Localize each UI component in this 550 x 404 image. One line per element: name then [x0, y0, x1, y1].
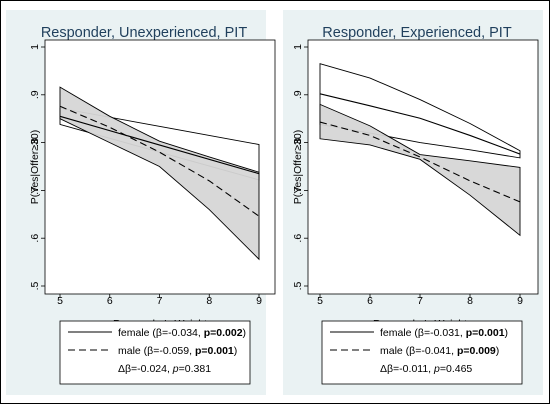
x-tick-label: 6 — [367, 295, 373, 307]
panel-left-x-ticks: 5 6 7 8 9 — [57, 294, 262, 307]
panel-right-ci-layer — [319, 63, 521, 237]
x-tick-label: 7 — [157, 295, 163, 307]
x-tick-label: 5 — [317, 295, 323, 307]
legend-entry: female (β=-0.034, p=0.002) — [118, 327, 246, 339]
panel-left-y-ticks: 1 .9 .8 .7 .6 .5 — [29, 44, 45, 290]
panel-right-x-ticks: 5 6 7 8 9 — [317, 294, 523, 307]
legend-suffix: =0.465 — [440, 363, 473, 375]
panel-left-y-axis-label: P(Yes|Offer≥30) — [29, 130, 41, 204]
legend-prefix: female (β=-0.034, — [118, 327, 204, 339]
legend-prefix: Δβ=-0.024, — [118, 363, 173, 375]
y-tick-label: .5 — [292, 281, 304, 290]
panel-left: Responder, Unexperienced, PIT 1 .9 .8 .7 .6.… — [6, 10, 276, 395]
x-tick-label: 8 — [206, 295, 212, 307]
x-tick-label: 6 — [107, 295, 113, 307]
x-tick-label: 9 — [517, 295, 523, 307]
line-male — [319, 121, 521, 203]
y-tick-label: .8 — [29, 138, 41, 147]
legend-prefix: female (β=-0.031, — [380, 327, 466, 339]
x-tick-label: 9 — [256, 295, 262, 307]
legend-pvalue: p=0.001 — [195, 345, 234, 357]
legend-suffix: ) — [234, 345, 238, 357]
legend-suffix: ) — [243, 327, 247, 339]
panel-left-legend: female (β=-0.034, p=0.002)male (β=-0.059… — [68, 327, 246, 375]
legend-prefix: male (β=-0.041, — [380, 345, 457, 357]
legend-suffix: ) — [505, 327, 509, 339]
panel-right-y-axis-label: P(Yes|Offer≥30) — [292, 130, 304, 204]
panel-left-line-layer — [59, 105, 260, 217]
legend-entry: female (β=-0.031, p=0.001) — [380, 327, 508, 339]
y-tick-label: 1 — [29, 44, 41, 50]
x-tick-label: 5 — [57, 295, 63, 307]
x-tick-label: 8 — [467, 295, 473, 307]
legend-entry: Δβ=-0.011, p=0.465 — [380, 363, 472, 375]
legend-suffix: ) — [496, 345, 500, 357]
panel-right-line-layer — [319, 93, 521, 203]
panel-left-title: Responder, Unexperienced, PIT — [41, 25, 247, 41]
line-male — [59, 105, 260, 217]
y-tick-label: 1 — [292, 44, 304, 50]
line-female — [59, 115, 260, 175]
legend-pvalue: p=0.002 — [204, 327, 243, 339]
legend-p-symbol: p — [172, 363, 179, 375]
x-tick-label: 7 — [417, 295, 423, 307]
legend-entry: Δβ=-0.024, p=0.381 — [118, 363, 211, 375]
panel-right: Responder, Experienced, PIT 1.9.8.7.6.5 … — [283, 10, 543, 395]
y-tick-label: .6 — [29, 234, 41, 243]
panel-right-y-ticks: 1 .9 .8 .7 .6 .5 — [292, 44, 308, 290]
y-tick-label: .9 — [292, 90, 304, 99]
panel-right-title: Responder, Experienced, PIT — [322, 25, 512, 41]
legend-entry: male (β=-0.041, p=0.009) — [380, 345, 499, 357]
y-tick-label: .9 — [29, 90, 41, 99]
y-tick-label: .7 — [292, 186, 304, 195]
y-tick-label: .8 — [292, 138, 304, 147]
legend-prefix: Δβ=-0.011, — [380, 363, 434, 375]
legend-prefix: male (β=-0.059, — [118, 345, 195, 357]
panel-right-legend: female (β=-0.031, p=0.001)male (β=-0.041… — [330, 327, 508, 375]
ci-band-male — [319, 103, 521, 237]
legend-p-symbol: p — [433, 363, 440, 375]
legend-entry: male (β=-0.059, p=0.001) — [118, 345, 237, 357]
legend-suffix: =0.381 — [179, 363, 212, 375]
y-tick-label: .5 — [29, 281, 41, 290]
legend-pvalue: p=0.001 — [466, 327, 505, 339]
y-tick-label: .6 — [292, 234, 304, 243]
legend-pvalue: p=0.009 — [457, 345, 496, 357]
line-female — [319, 93, 521, 155]
y-tick-label: .7 — [29, 186, 41, 195]
